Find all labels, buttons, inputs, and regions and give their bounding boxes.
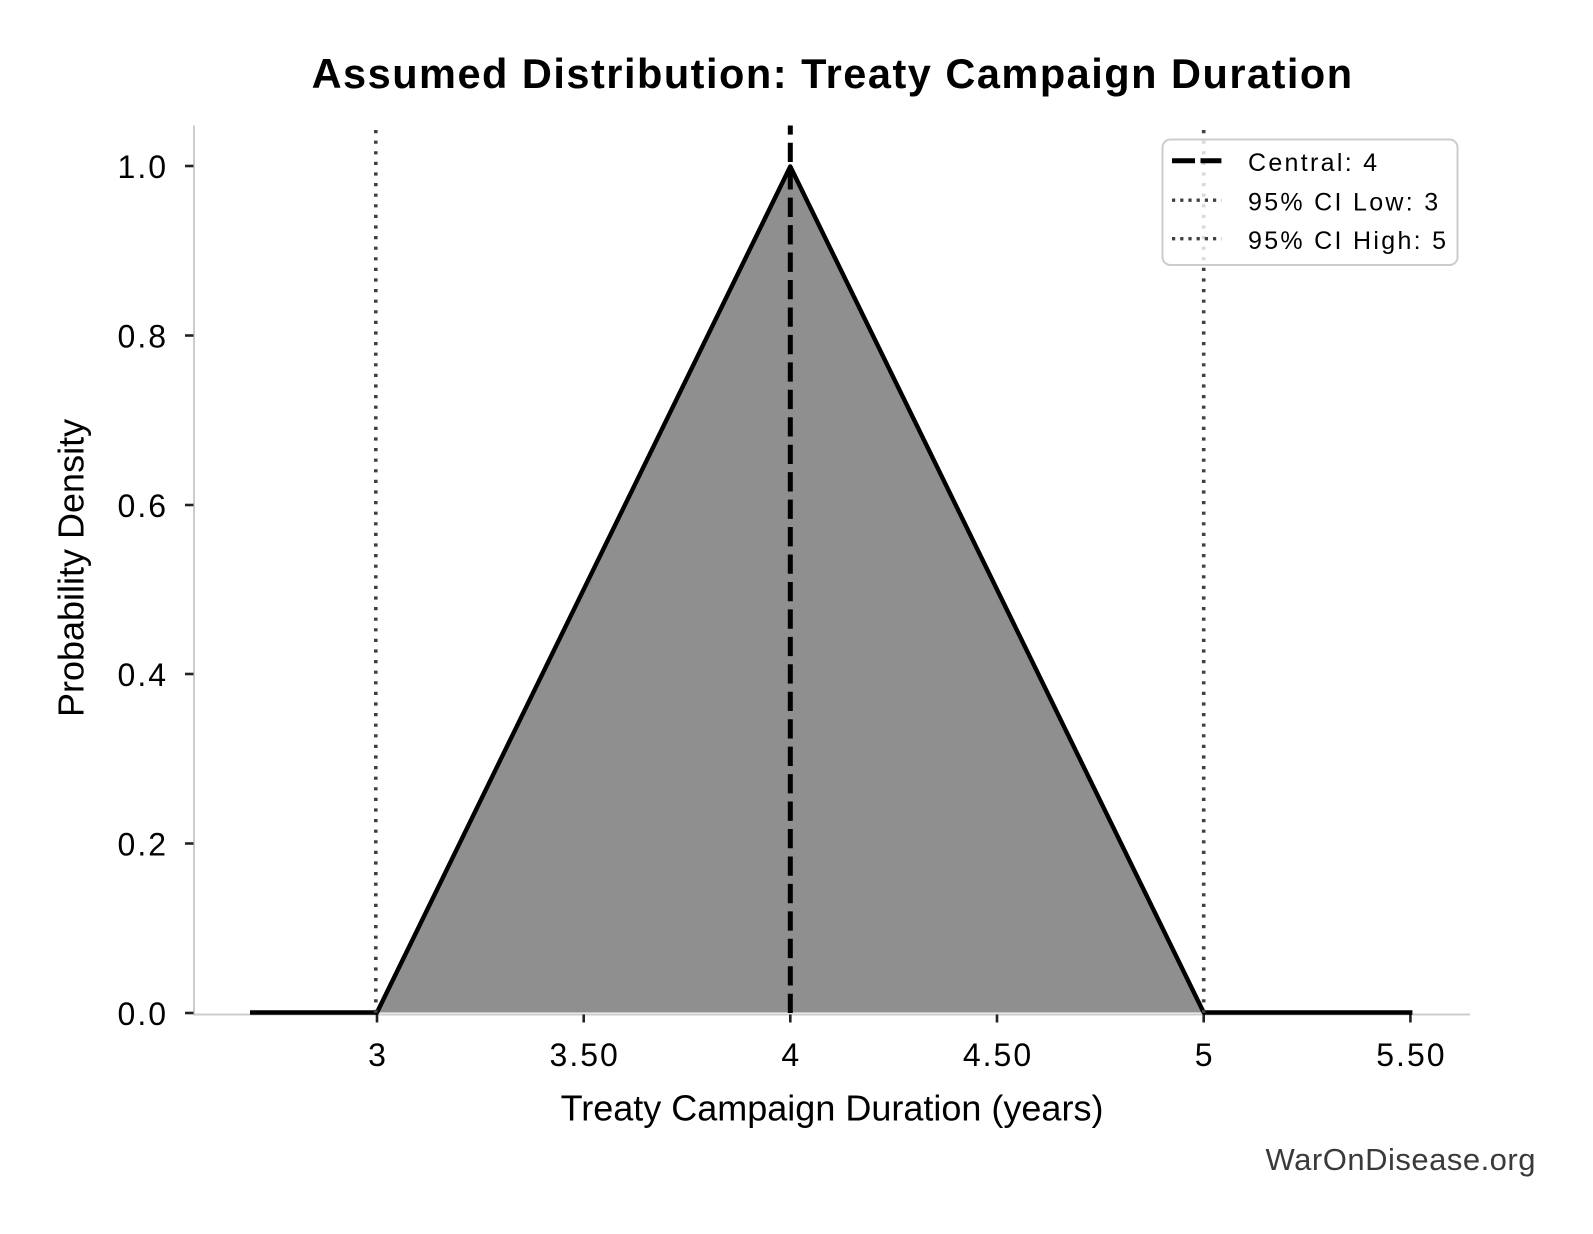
- svg-text:95% CI Low: 3: 95% CI Low: 3: [1248, 188, 1441, 216]
- svg-text:Central: 4: Central: 4: [1248, 149, 1379, 177]
- svg-text:WarOnDisease.org: WarOnDisease.org: [1266, 1142, 1536, 1177]
- svg-text:0.0: 0.0: [118, 996, 168, 1032]
- svg-text:0.6: 0.6: [118, 488, 168, 524]
- svg-text:0.2: 0.2: [118, 827, 168, 863]
- svg-text:3.50: 3.50: [550, 1037, 620, 1073]
- svg-text:5.50: 5.50: [1376, 1037, 1446, 1073]
- svg-text:Probability Density: Probability Density: [51, 419, 92, 717]
- svg-text:4: 4: [781, 1037, 801, 1073]
- svg-text:95% CI High: 5: 95% CI High: 5: [1248, 227, 1448, 255]
- svg-text:5: 5: [1195, 1037, 1215, 1073]
- svg-text:3: 3: [368, 1037, 388, 1073]
- svg-text:1.0: 1.0: [118, 149, 168, 185]
- svg-text:Assumed Distribution: Treaty C: Assumed Distribution: Treaty Campaign Du…: [312, 50, 1354, 97]
- svg-text:0.8: 0.8: [118, 319, 168, 355]
- svg-text:0.4: 0.4: [118, 657, 168, 693]
- svg-text:Treaty Campaign Duration (year: Treaty Campaign Duration (years): [561, 1088, 1104, 1129]
- svg-text:4.50: 4.50: [963, 1037, 1033, 1073]
